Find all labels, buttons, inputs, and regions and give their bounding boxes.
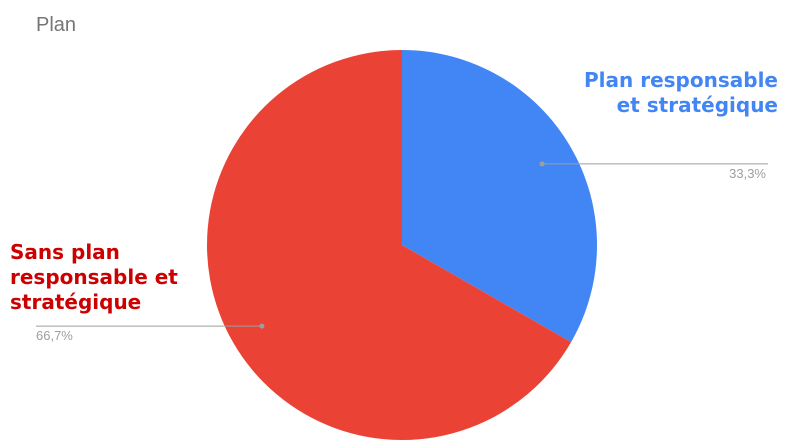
slice-label-line: stratégique	[10, 290, 141, 314]
slice-label-line: et stratégique	[617, 93, 778, 117]
pie-slice	[207, 50, 572, 440]
slice-label: Plan responsable et stratégique	[584, 68, 778, 117]
slice-label-line: responsable et	[10, 265, 178, 289]
pie-slice	[402, 50, 598, 343]
pie-slices	[207, 50, 598, 440]
slice-label-line: Sans plan	[10, 240, 120, 264]
percent-label: 66,7%	[36, 328, 73, 343]
leader-lines	[36, 161, 768, 329]
slice-label-line: Plan responsable	[584, 68, 778, 92]
percent-label: 33,3%	[729, 166, 766, 181]
chart-title: Plan	[36, 14, 76, 36]
slice-label: Sans plan responsable et stratégique	[10, 240, 178, 314]
slice-labels: Plan responsable et stratégique 33,3% Sans …	[10, 68, 778, 343]
